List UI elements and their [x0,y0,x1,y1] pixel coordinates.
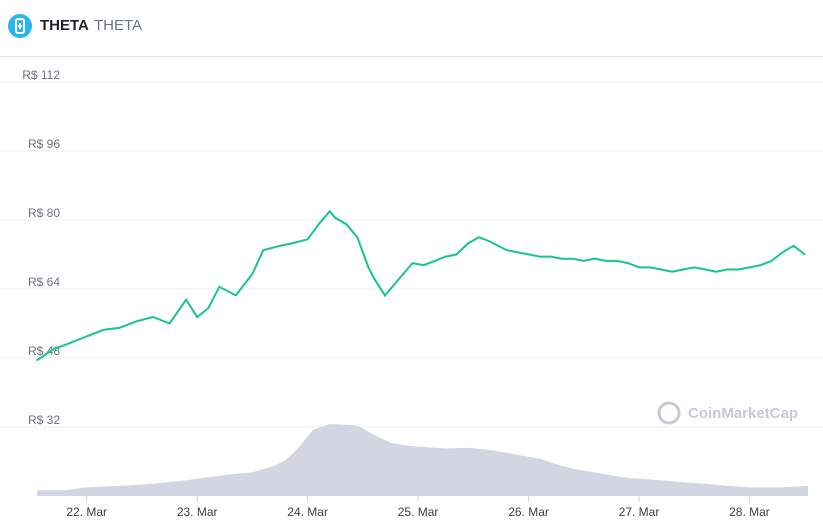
price-point [527,253,530,256]
y-axis-labels: R$ 112 R$ 96 R$ 80 R$ 64 R$ 48 R$ 32 [22,68,60,427]
price-point [571,257,574,260]
price-point [406,268,408,271]
price-point [770,260,773,262]
y-tick-label: R$ 96 [28,137,60,151]
x-tick-label: 27. Mar [619,505,660,519]
price-point [478,236,480,238]
price-point [627,262,629,264]
price-point [594,257,596,260]
price-point [334,217,337,219]
price-point [218,286,221,288]
price-point [279,245,281,247]
price-point [660,268,662,271]
price-point [455,253,458,256]
price-point [516,251,519,254]
price-point [505,249,508,251]
price-point [356,236,359,238]
price-point [235,294,237,297]
price-point [152,316,154,318]
price-point [682,268,684,271]
price-point [638,266,640,269]
theta-logo-icon [8,14,32,38]
price-point [262,249,265,251]
price-point [135,320,138,323]
price-point [411,262,414,264]
price-point [649,266,651,269]
price-point [704,268,707,271]
price-point [605,260,607,262]
price-point [52,348,55,351]
price-point [36,359,38,361]
price-point [422,264,425,266]
price-points [36,210,806,361]
y-tick-label: R$ 80 [28,206,60,220]
price-point [489,240,491,243]
y-tick-label: R$ 112 [22,68,60,82]
price-point [737,268,740,271]
price-point [715,270,718,273]
price-point [395,281,397,284]
price-point [207,307,209,310]
x-tick-label: 22. Mar [66,505,107,519]
price-point [726,268,729,271]
grid-lines [0,81,823,428]
price-point [251,273,254,275]
price-point [444,255,447,258]
y-tick-label: R$ 32 [28,413,60,427]
x-tick-label: 28. Mar [729,505,770,519]
price-point [792,245,795,247]
price-point [781,251,784,254]
x-tick-label: 23. Mar [177,505,218,519]
watermark-text: CoinMarketCap [688,405,798,422]
x-tick-label: 26. Mar [508,505,549,519]
price-point [373,277,375,279]
coin-header: THETA THETA [0,0,823,57]
price-point [168,322,171,325]
price-point [328,210,331,213]
x-tick-label: 25. Mar [398,505,439,519]
price-point [85,335,88,338]
price-point [119,327,121,329]
y-tick-label: R$ 64 [28,275,60,289]
price-point [102,329,105,331]
coin-name: THETA [94,17,143,34]
price-point [560,257,563,260]
price-point [345,223,348,225]
price-point [433,260,436,262]
price-point [759,264,762,266]
volume-area [37,424,808,496]
price-point [384,294,386,297]
price-chart[interactable]: R$ 112 R$ 96 R$ 80 R$ 64 R$ 48 R$ 32 CoinMark… [0,56,823,525]
price-point [549,255,552,258]
price-point [467,242,469,245]
x-axis-labels: 22. Mar 23. Mar 24. Mar 25. Mar 26. Mar 27. M… [66,496,770,519]
x-tick-label: 24. Mar [287,505,328,519]
price-point [69,342,71,344]
price-point [538,255,541,258]
price-point [671,270,673,273]
price-point [803,253,806,256]
y-tick-label: R$ 48 [28,344,60,358]
price-point [306,238,309,241]
price-point [290,242,292,245]
price-point [583,260,585,262]
price-point [616,260,618,262]
price-point [748,266,751,269]
price-line [36,209,806,361]
coinmarketcap-watermark: CoinMarketCap [657,401,798,425]
price-point [196,316,198,318]
price-point [367,266,370,269]
price-point [185,298,187,301]
price-point [317,223,320,225]
price-point [693,266,695,269]
coin-symbol: THETA [40,17,89,34]
